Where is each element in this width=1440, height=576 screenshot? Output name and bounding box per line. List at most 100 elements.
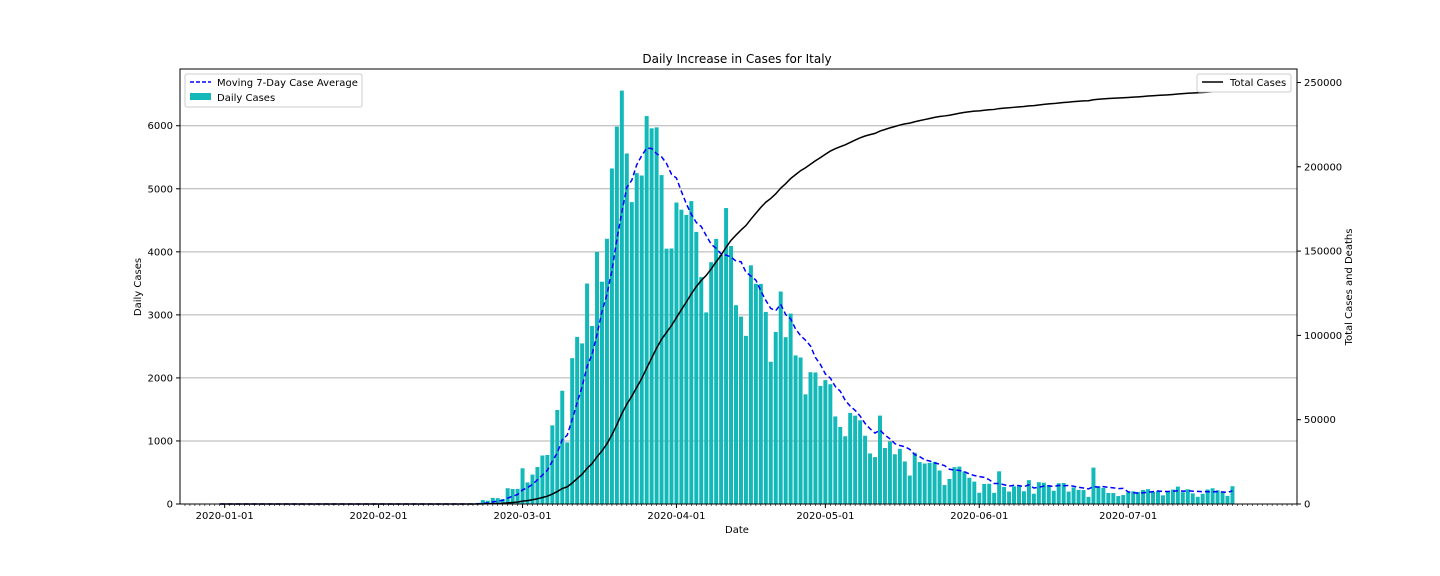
daily-cases-bar [987,483,992,504]
daily-cases-bar [639,175,644,505]
daily-cases-bar [833,416,838,504]
daily-cases-bar [773,331,778,504]
x-tick-label: 2020-02-01 [350,511,408,522]
daily-cases-bar [982,483,987,504]
daily-cases-bar [714,238,719,504]
daily-cases-bar [947,478,952,504]
daily-cases-bar [788,313,793,504]
daily-cases-bar [1036,482,1041,504]
daily-cases-bar [813,372,818,504]
daily-cases-bar [734,305,738,504]
x-tick-label: 2020-04-01 [647,511,705,522]
daily-cases-bar [743,335,748,504]
daily-cases-bar [1165,491,1170,504]
daily-cases-bar [1096,486,1101,504]
daily-cases-bar [1091,467,1096,504]
x-axis-title: Date [725,525,749,536]
y2-tick-label: 50000 [1304,415,1336,426]
daily-cases-bar [699,277,704,504]
legend-total-label: Total Cases [1229,78,1286,89]
daily-cases-bar [490,497,495,504]
daily-cases-bar [882,448,887,504]
daily-cases-bar [887,441,892,504]
daily-cases-bar [1017,486,1021,504]
daily-cases-bar [977,492,982,504]
daily-cases-bar [1136,491,1141,504]
daily-cases-bar [1141,489,1146,504]
daily-cases-bar [1146,489,1151,504]
daily-cases-bar [892,454,897,504]
x-tick-label: 2020-07-01 [1099,511,1157,522]
daily-cases-bar [808,372,813,504]
legend-average-label: Moving 7-Day Case Average [217,78,358,89]
daily-cases-bar [629,202,634,504]
daily-cases-bar [1200,493,1205,504]
daily-cases-bar [818,385,823,504]
daily-cases-bar [858,420,863,504]
daily-cases-bar [922,463,927,504]
daily-cases-bar [1170,489,1175,504]
y-tick-label: 4000 [148,247,173,258]
plot-frame [179,68,1298,505]
y-tick-label: 2000 [148,373,173,384]
daily-cases-bar [1081,490,1086,504]
daily-cases-bar [873,457,878,504]
legend-right-box [1196,73,1292,93]
daily-cases-bar [609,168,614,505]
daily-cases-bar [798,357,803,504]
daily-cases-bar [719,254,724,504]
daily-cases-bar [649,128,654,504]
daily-cases-bar [758,283,763,504]
daily-cases-bar [753,283,758,504]
daily-cases-bar [520,468,525,504]
daily-cases-bar [1111,493,1116,504]
daily-cases-bar [1101,487,1106,504]
daily-cases-bar [1056,483,1061,504]
y-axis-left: 0 1000 2000 3000 4000 5000 6000 [148,121,180,511]
y2-tick-label: 150000 [1304,247,1342,258]
y-tick-label: 1000 [148,436,173,447]
daily-cases-bar [912,452,917,504]
daily-cases-bar [679,209,684,504]
daily-cases-bar [783,337,788,504]
daily-cases-bar [624,153,629,505]
daily-cases-bar [614,126,619,505]
daily-cases-bar [694,231,699,504]
daily-cases-bar [952,467,957,504]
daily-cases-bar [575,336,580,504]
daily-cases-bar [932,461,937,504]
daily-cases-bar [863,435,868,504]
y-axis-title: Daily Cases [133,258,144,316]
daily-cases-bar [654,127,659,504]
daily-cases-bar [1215,490,1220,504]
grid-lines [180,125,1297,442]
daily-cases-bar [1051,490,1056,504]
daily-cases-bar [793,355,798,504]
daily-cases-bar [972,481,977,504]
daily-cases-bar [843,436,848,504]
daily-cases-bar [545,454,550,504]
daily-cases-bar [729,246,734,504]
daily-cases-bar [778,291,783,504]
y-tick-label: 0 [167,500,173,511]
y-tick-label: 6000 [148,121,173,132]
daily-cases-bars [475,90,1235,505]
daily-cases-bar [957,466,962,504]
daily-cases-bar [550,425,555,504]
daily-cases-bar [997,471,1002,504]
daily-cases-bar [674,202,679,504]
daily-cases-bar [1021,491,1026,504]
daily-cases-bar [525,482,530,504]
legend-bars-label: Daily Cases [217,93,275,104]
daily-cases-bar [540,455,545,504]
legend-bars-swatch [190,93,211,100]
daily-cases-bar [724,208,729,504]
daily-cases-bar [763,311,768,504]
y-tick-label: 5000 [148,184,173,195]
daily-cases-bar [1041,482,1046,504]
daily-cases-bar [853,415,858,504]
daily-cases-bar [684,214,689,504]
daily-cases-bar [828,384,833,504]
daily-cases-bar [907,475,912,504]
